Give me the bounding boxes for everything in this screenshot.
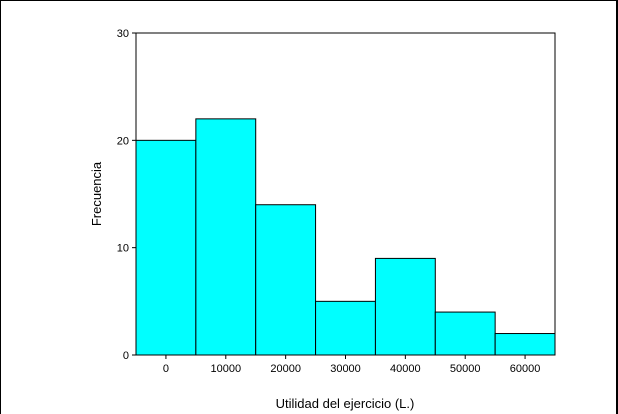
y-tick-label: 0 xyxy=(123,350,129,362)
x-tick-label: 50000 xyxy=(450,363,481,375)
y-axis: 0 10 20 30 xyxy=(117,28,136,362)
bar-40000 xyxy=(374,257,436,356)
x-tick-label: 10000 xyxy=(210,363,241,375)
y-tick-label: 20 xyxy=(117,135,129,147)
y-tick-label: 30 xyxy=(117,28,129,40)
bar-20000 xyxy=(255,204,317,356)
bar-60000 xyxy=(494,333,556,356)
x-tick-label: 20000 xyxy=(270,363,301,375)
x-axis-title: Utilidad del ejercicio (L.) xyxy=(276,396,415,411)
x-axis: 0 10000 20000 30000 40000 50000 60000 xyxy=(163,355,541,375)
bar-10000 xyxy=(195,118,257,356)
y-axis-title: Frecuencia xyxy=(89,161,104,226)
x-tick-label: 40000 xyxy=(390,363,421,375)
x-tick-label: 30000 xyxy=(330,363,361,375)
bar-50000 xyxy=(434,311,496,356)
bars-group xyxy=(135,118,556,356)
x-tick-label: 0 xyxy=(163,363,169,375)
y-tick-label: 10 xyxy=(117,243,129,255)
x-tick-label: 60000 xyxy=(510,363,541,375)
bar-0 xyxy=(135,139,197,356)
bar-30000 xyxy=(315,300,376,356)
